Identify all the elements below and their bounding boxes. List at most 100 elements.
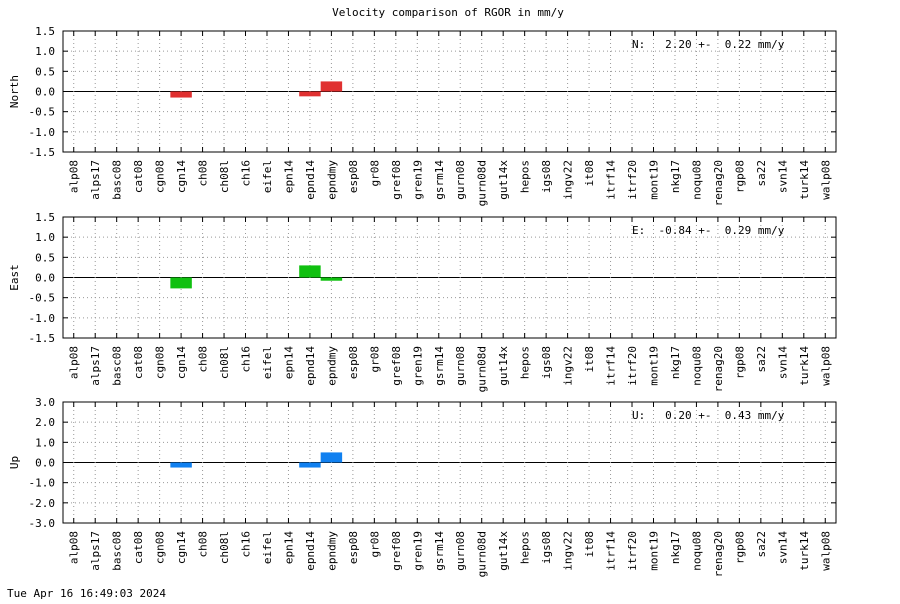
x-tick-label: noqu08 — [690, 346, 703, 386]
x-tick-label: gut14x — [497, 346, 510, 386]
bar — [299, 462, 321, 468]
x-tick-label: itrf20 — [626, 531, 639, 571]
x-tick-label: ingv22 — [562, 346, 575, 386]
x-tick-label: ch08 — [197, 531, 210, 558]
bar — [170, 91, 192, 98]
x-tick-label: gren19 — [411, 531, 424, 571]
y-tick-label: 0.0 — [35, 272, 55, 285]
x-tick-label: noqu08 — [690, 160, 703, 200]
y-tick-label: -1.0 — [29, 126, 56, 139]
x-tick-label: cgn14 — [175, 531, 188, 564]
x-tick-label: alp08 — [68, 531, 81, 564]
x-tick-label: gren19 — [411, 160, 424, 200]
x-tick-label: it08 — [583, 531, 596, 558]
bar — [320, 452, 343, 463]
x-tick-label: ch16 — [240, 346, 253, 373]
x-tick-label: ingv22 — [562, 160, 575, 200]
bar — [170, 277, 192, 289]
x-tick-label: itrf14 — [605, 160, 618, 200]
x-tick-label: nkg17 — [669, 346, 682, 379]
y-tick-label: -0.5 — [29, 106, 56, 119]
y-tick-label: -2.0 — [29, 497, 56, 510]
x-tick-label: rgp08 — [733, 346, 746, 379]
x-tick-label: basc08 — [111, 531, 124, 571]
x-tick-label: cgn08 — [154, 160, 167, 193]
x-tick-label: gref08 — [390, 531, 403, 571]
x-tick-label: gurn08d — [476, 531, 489, 577]
x-tick-label: noqu08 — [690, 531, 703, 571]
x-tick-label: cat08 — [132, 531, 145, 564]
x-tick-label: sa22 — [755, 160, 768, 187]
y-tick-label: 0.0 — [35, 457, 55, 470]
y-tick-label: 0.0 — [35, 86, 55, 99]
x-tick-label: epndmy — [325, 531, 338, 571]
x-tick-label: cat08 — [132, 160, 145, 193]
x-tick-label: alps17 — [89, 160, 102, 200]
x-tick-label: alps17 — [89, 531, 102, 571]
x-tick-label: eifel — [261, 160, 274, 193]
x-tick-label: renag20 — [712, 160, 725, 206]
chart-title: Velocity comparison of RGOR in mm/y — [332, 6, 564, 19]
x-tick-label: svn14 — [776, 160, 789, 193]
x-tick-label: hepos — [519, 531, 532, 564]
x-tick-label: nkg17 — [669, 160, 682, 193]
x-tick-label: itrf20 — [626, 160, 639, 200]
y-tick-label: 2.0 — [35, 416, 55, 429]
x-tick-label: ch08l — [218, 160, 231, 193]
x-tick-label: epnd14 — [304, 346, 317, 386]
x-tick-label: svn14 — [776, 531, 789, 564]
x-tick-label: alp08 — [68, 346, 81, 379]
x-tick-label: basc08 — [111, 346, 124, 386]
x-tick-label: ch08 — [197, 160, 210, 187]
x-tick-label: gref08 — [390, 346, 403, 386]
x-tick-label: turk14 — [798, 160, 811, 200]
x-tick-label: rgp08 — [733, 531, 746, 564]
x-tick-label: walp08 — [819, 346, 832, 386]
x-tick-label: mont19 — [647, 531, 660, 571]
y-axis-label: North — [8, 75, 21, 108]
x-tick-label: walp08 — [819, 160, 832, 200]
x-tick-label: esp08 — [347, 531, 360, 564]
y-tick-label: -1.0 — [29, 477, 56, 490]
x-tick-label: gurn08d — [476, 160, 489, 206]
x-tick-label: ch16 — [240, 160, 253, 187]
x-tick-label: turk14 — [798, 531, 811, 571]
x-tick-label: epn14 — [282, 346, 295, 379]
x-tick-label: hepos — [519, 160, 532, 193]
x-tick-label: ch08l — [218, 346, 231, 379]
x-tick-label: igs08 — [540, 160, 553, 193]
x-tick-label: cgn08 — [154, 531, 167, 564]
x-tick-label: esp08 — [347, 346, 360, 379]
x-tick-label: sa22 — [755, 346, 768, 373]
x-tick-label: gsrm14 — [433, 346, 446, 386]
x-tick-label: cgn14 — [175, 160, 188, 193]
x-tick-label: cgn08 — [154, 346, 167, 379]
x-tick-label: epnd14 — [304, 160, 317, 200]
x-tick-label: ch16 — [240, 531, 253, 558]
x-tick-label: itrf14 — [605, 346, 618, 386]
annotation: N: 2.20 +- 0.22 mm/y — [632, 38, 785, 51]
x-tick-label: gr08 — [368, 346, 381, 373]
x-tick-label: gut14x — [497, 160, 510, 200]
x-tick-label: gurn08 — [454, 346, 467, 386]
plot-frame — [62, 401, 837, 524]
y-tick-label: -1.5 — [29, 332, 56, 345]
x-tick-label: gsrm14 — [433, 531, 446, 571]
x-tick-label: gurn08 — [454, 160, 467, 200]
x-tick-label: itrf14 — [605, 531, 618, 571]
x-tick-label: it08 — [583, 346, 596, 373]
x-tick-label: epn14 — [282, 160, 295, 193]
x-tick-label: alps17 — [89, 346, 102, 386]
x-tick-label: itrf20 — [626, 346, 639, 386]
x-tick-label: gurn08d — [476, 346, 489, 392]
y-axis-label: East — [8, 264, 21, 291]
x-tick-label: igs08 — [540, 346, 553, 379]
timestamp: Tue Apr 16 16:49:03 2024 — [7, 587, 166, 600]
x-tick-label: cgn14 — [175, 346, 188, 379]
x-tick-label: epndmy — [325, 346, 338, 386]
x-tick-label: eifel — [261, 346, 274, 379]
x-tick-label: epnd14 — [304, 531, 317, 571]
x-tick-label: mont19 — [647, 160, 660, 200]
x-tick-label: sa22 — [755, 531, 768, 558]
